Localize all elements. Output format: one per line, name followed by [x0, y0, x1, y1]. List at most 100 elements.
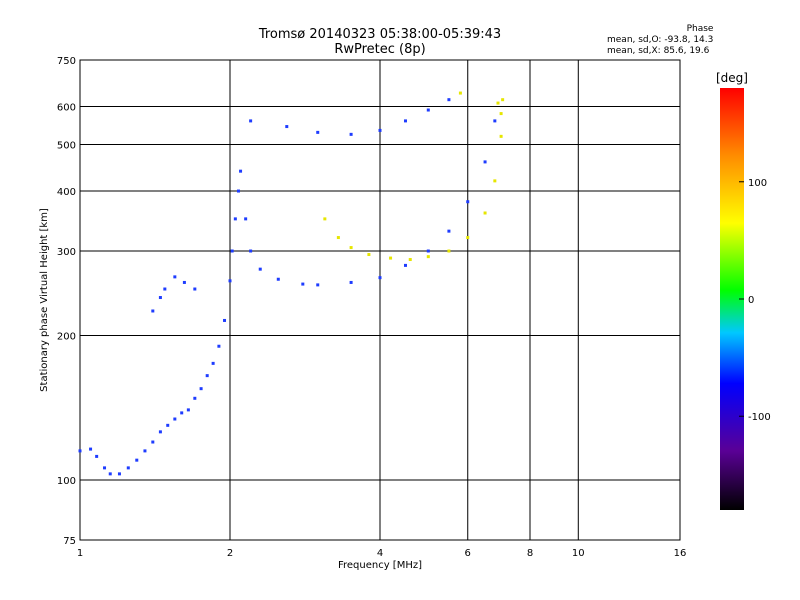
x-tick-label: 10: [572, 548, 585, 559]
data-point-x: [458, 91, 462, 95]
x-tick-label: 16: [674, 548, 687, 559]
data-point-o: [466, 200, 470, 204]
data-point-o: [493, 119, 497, 123]
data-point-x: [336, 236, 340, 240]
data-point-o: [78, 449, 82, 453]
y-tick-label: 75: [63, 536, 76, 547]
chart-subtitle: RwPretec (8p): [334, 42, 426, 57]
data-point-x: [499, 134, 503, 138]
colorbar-label: [deg]: [716, 71, 748, 85]
y-tick-label: 200: [57, 332, 76, 343]
x-axis-label: Frequency [MHz]: [338, 560, 422, 571]
data-point-o: [158, 430, 162, 434]
data-point-o: [403, 119, 407, 123]
data-point-o: [199, 387, 203, 391]
x-tick-label: 4: [377, 548, 383, 559]
y-tick-label: 500: [57, 141, 76, 152]
data-point-o: [244, 217, 248, 221]
chart-title: Tromsø 20140323 05:38:00-05:39:43: [258, 27, 502, 42]
data-point-x: [466, 236, 470, 240]
data-point-o: [158, 296, 162, 300]
data-point-o: [239, 169, 243, 173]
colorbar-tick-label: 0: [748, 295, 754, 306]
data-point-o: [182, 280, 186, 284]
data-point-o: [301, 282, 305, 286]
x-tick-labels: 1 2 4 6 8 10 16: [77, 548, 687, 559]
data-point-x: [367, 253, 371, 257]
data-point-o: [193, 287, 197, 291]
data-point-o: [211, 361, 215, 365]
data-point-o: [483, 160, 487, 164]
data-point-o: [217, 344, 221, 348]
data-point-o: [258, 267, 262, 271]
x-tick-label: 1: [77, 548, 83, 559]
data-point-o: [223, 318, 227, 322]
data-point-o: [378, 128, 382, 132]
phase-stats-title: Phase: [686, 24, 714, 34]
data-point-o: [249, 249, 253, 253]
data-point-o: [163, 287, 167, 291]
colorbar-tick-label: -100: [748, 412, 771, 423]
data-point-o: [173, 417, 177, 421]
data-point-o: [349, 132, 353, 136]
plot-frame: [79, 59, 681, 541]
data-point-o: [193, 396, 197, 400]
data-point-o: [378, 276, 382, 280]
data-point-o: [135, 458, 139, 462]
data-point-x: [389, 256, 393, 260]
data-point-o: [447, 229, 451, 233]
y-axis-label: Stationary phase Virtual Height [km]: [39, 208, 50, 392]
y-tick-labels: 75 100 200 300 400 500 600 750: [57, 56, 76, 547]
data-point-o: [426, 108, 430, 112]
data-point-o: [103, 466, 107, 470]
data-point-o: [285, 125, 289, 129]
data-point-x: [499, 112, 503, 116]
data-point-o: [316, 283, 320, 287]
data-point-o: [143, 449, 147, 453]
data-point-x: [408, 258, 412, 262]
y-tick-label: 300: [57, 247, 76, 258]
data-point-o: [108, 472, 112, 476]
data-point-o: [186, 408, 190, 412]
colorbar-tick-label: 100: [748, 178, 767, 189]
x-tick-label: 2: [227, 548, 233, 559]
data-point-o: [233, 217, 237, 221]
data-point-x: [493, 179, 497, 183]
data-point-x: [496, 101, 500, 105]
data-point-o: [249, 119, 253, 123]
grid-lines: [80, 60, 680, 540]
data-point-x: [501, 98, 505, 102]
data-point-o: [180, 411, 184, 415]
data-point-o: [447, 98, 451, 102]
data-point-o: [151, 309, 155, 313]
data-point-o: [117, 472, 121, 476]
data-point-o: [316, 130, 320, 134]
data-point-o: [205, 374, 209, 378]
y-tick-label: 600: [57, 103, 76, 114]
x-tick-label: 6: [465, 548, 471, 559]
y-tick-label: 100: [57, 476, 76, 487]
y-tick-label: 400: [57, 187, 76, 198]
data-point-x: [349, 246, 353, 250]
data-point-o: [276, 277, 280, 281]
data-point-x: [426, 255, 430, 259]
colorbar-ticks: 100 0 -100: [739, 178, 771, 423]
data-point-o: [173, 275, 177, 279]
data-point-o: [228, 279, 232, 283]
data-point-o: [166, 423, 170, 427]
data-point-o: [403, 263, 407, 267]
data-point-o: [89, 447, 93, 451]
data-point-o: [230, 249, 234, 253]
data-point-o: [349, 280, 353, 284]
data-points: [78, 91, 505, 476]
data-point-o: [236, 189, 240, 193]
data-point-o: [126, 466, 130, 470]
data-point-o: [426, 249, 430, 253]
data-point-x: [483, 211, 487, 215]
x-tick-label: 8: [527, 548, 533, 559]
phase-stats-x: mean, sd,X: 85.6, 19.6: [607, 46, 710, 56]
data-point-x: [323, 217, 327, 221]
data-point-x: [447, 249, 451, 253]
y-tick-label: 750: [57, 56, 76, 67]
data-point-o: [95, 454, 99, 458]
